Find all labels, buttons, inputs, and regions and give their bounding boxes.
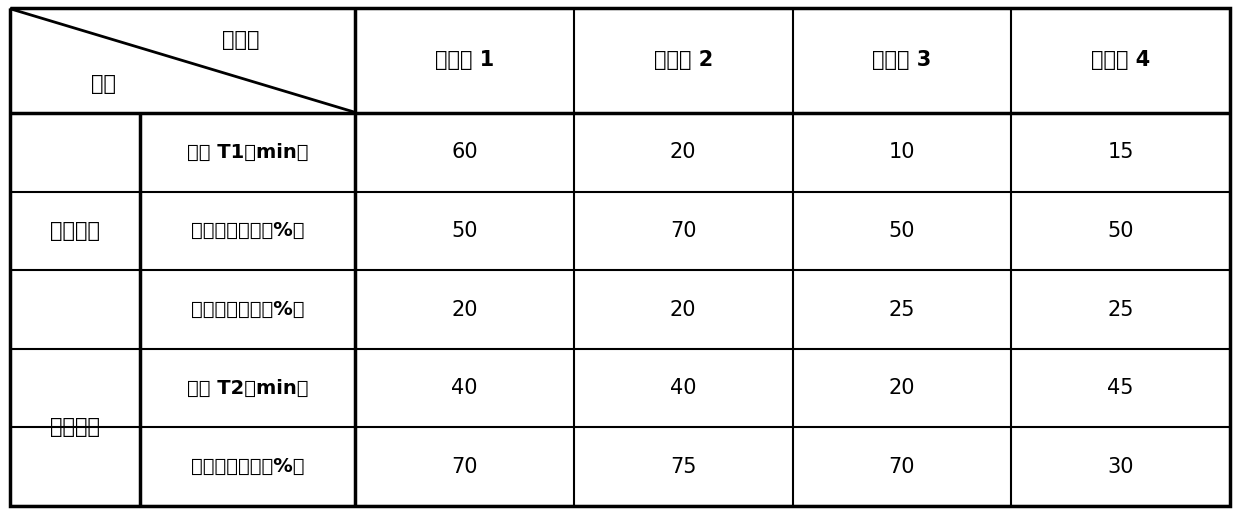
Text: 20: 20 [889, 378, 915, 398]
Text: 40: 40 [670, 378, 697, 398]
Text: 对比例 1: 对比例 1 [435, 50, 494, 70]
Text: 20: 20 [670, 300, 697, 320]
Text: 吹洗阶段: 吹洗阶段 [50, 221, 100, 241]
Text: 70: 70 [670, 221, 697, 241]
Text: 负压阶段: 负压阶段 [50, 417, 100, 437]
Text: 20: 20 [451, 300, 477, 320]
Text: 时长 T1（min）: 时长 T1（min） [187, 143, 309, 162]
Text: 负压风机功率（%）: 负压风机功率（%） [191, 457, 304, 476]
Text: 25: 25 [889, 300, 915, 320]
Text: 对比例: 对比例 [222, 29, 260, 49]
Text: 20: 20 [670, 142, 697, 162]
Text: 75: 75 [670, 457, 697, 476]
Text: 25: 25 [1107, 300, 1133, 320]
Text: 时长 T2（min）: 时长 T2（min） [187, 379, 309, 398]
Text: 30: 30 [1107, 457, 1133, 476]
Text: 60: 60 [451, 142, 477, 162]
Text: 吹洗风机功率（%）: 吹洗风机功率（%） [191, 222, 304, 241]
Text: 50: 50 [1107, 221, 1133, 241]
Text: 10: 10 [889, 142, 915, 162]
Text: 70: 70 [451, 457, 477, 476]
Text: 参数: 参数 [91, 74, 115, 94]
Text: 对比例 4: 对比例 4 [1091, 50, 1151, 70]
Text: 对比例 2: 对比例 2 [653, 50, 713, 70]
Text: 负压风机功率（%）: 负压风机功率（%） [191, 300, 304, 319]
Text: 40: 40 [451, 378, 477, 398]
Text: 70: 70 [889, 457, 915, 476]
Text: 15: 15 [1107, 142, 1133, 162]
Text: 50: 50 [451, 221, 477, 241]
Text: 50: 50 [889, 221, 915, 241]
Text: 45: 45 [1107, 378, 1133, 398]
Text: 对比例 3: 对比例 3 [872, 50, 931, 70]
